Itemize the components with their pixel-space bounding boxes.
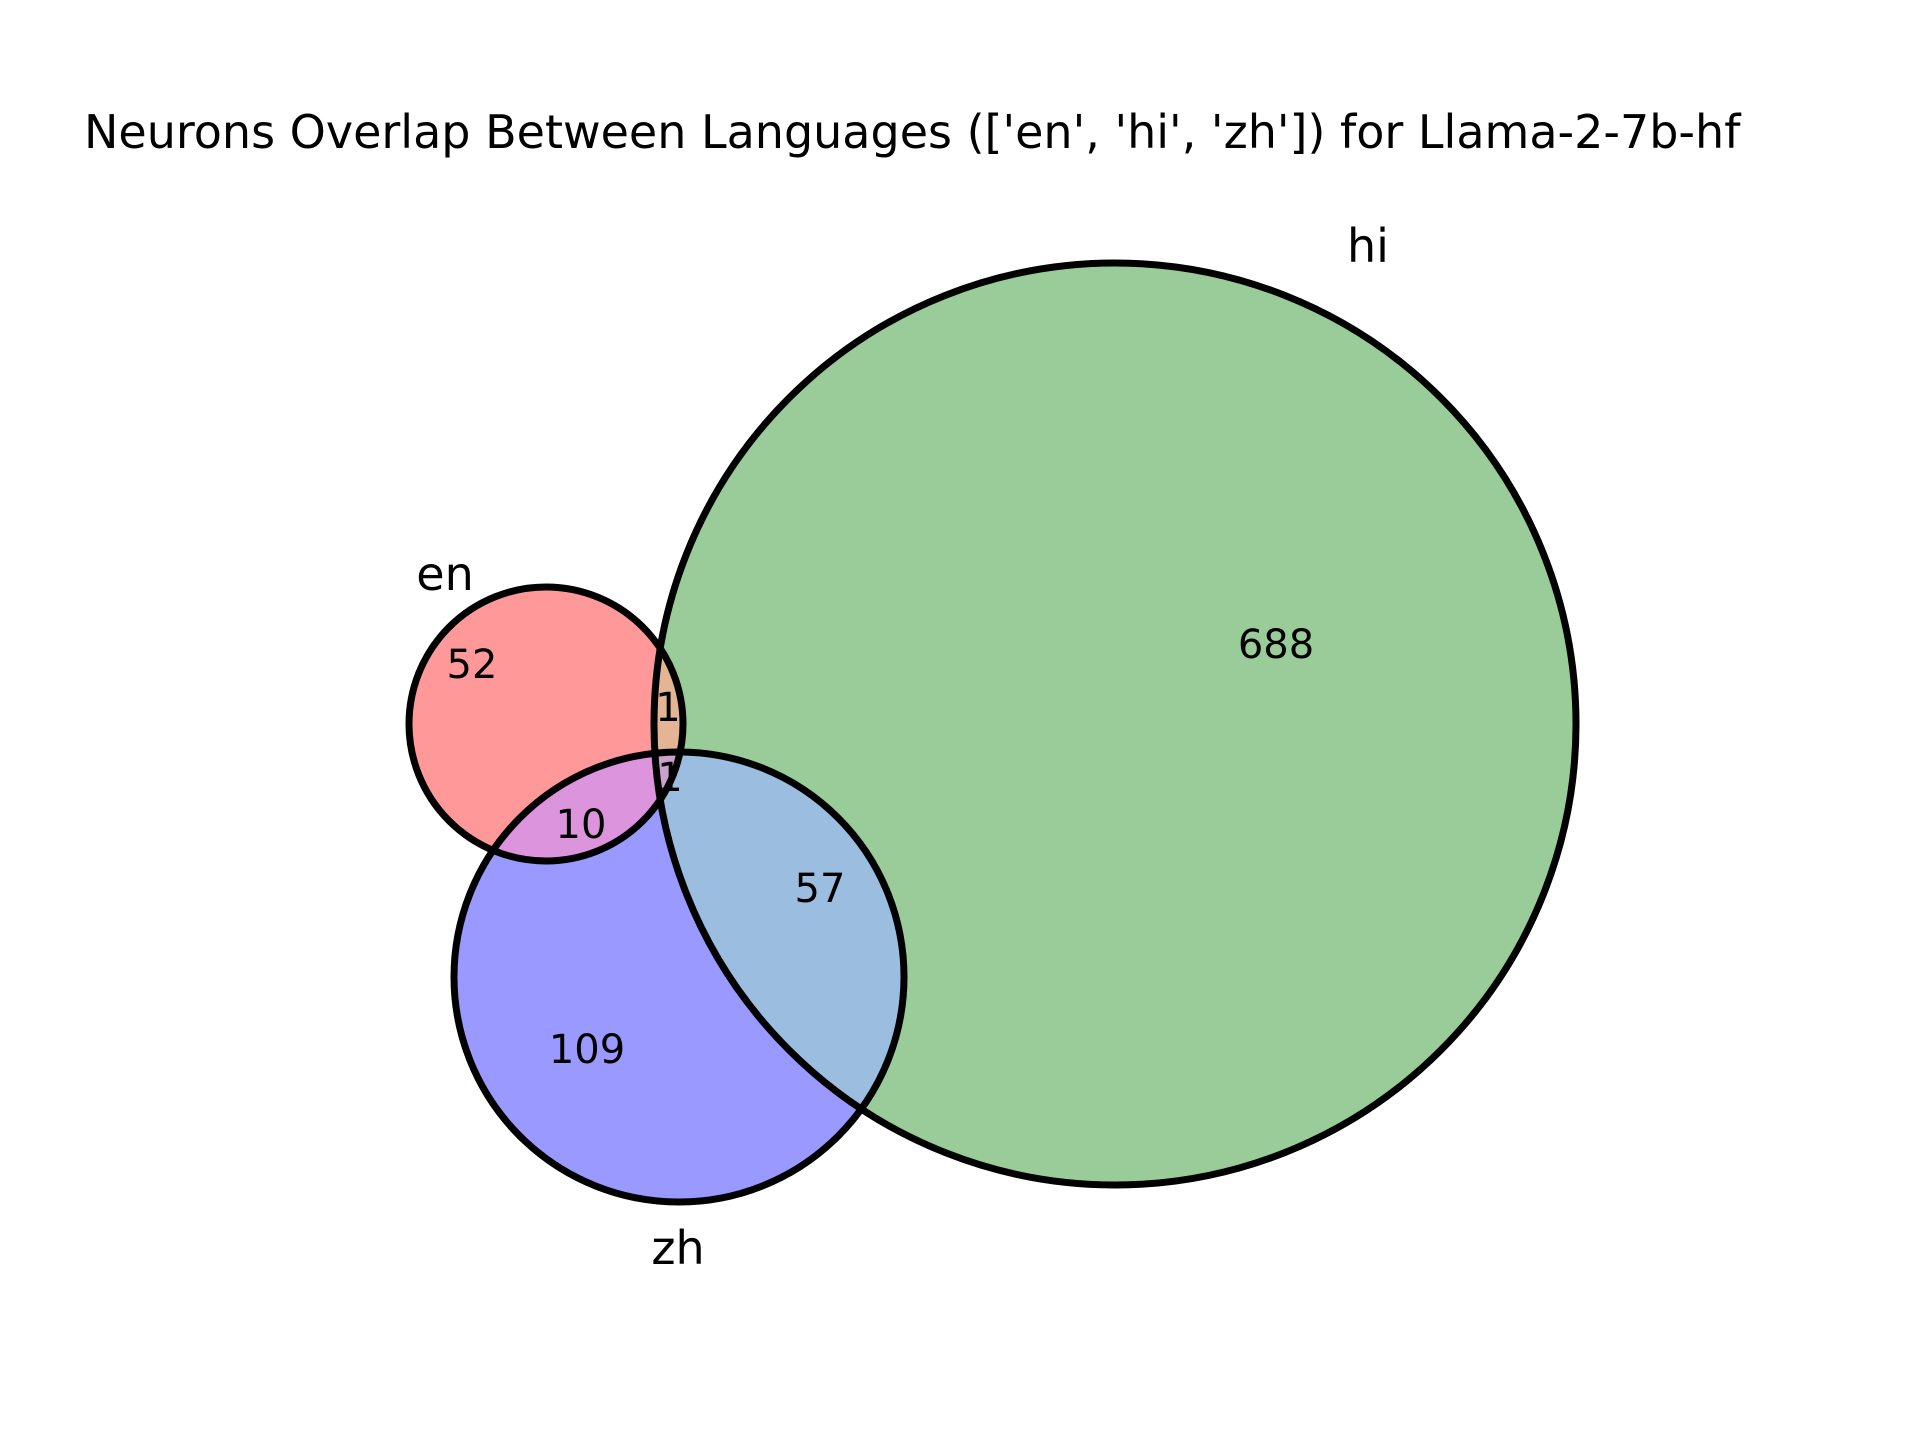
region-count-zh-only: 109	[549, 1027, 625, 1073]
region-count-en-zh: 10	[556, 802, 607, 848]
en-circle-outline	[405, 583, 687, 865]
diagram-title: Neurons Overlap Between Languages (['en'…	[84, 105, 1742, 159]
region-count-en-only: 52	[447, 642, 498, 688]
zh-circle-outline	[450, 748, 908, 1206]
set-label-hi: hi	[1347, 219, 1389, 273]
hi-zh-overlap	[654, 752, 904, 1185]
hi-circle-outline	[650, 259, 1580, 1189]
region-count-en-hi-zh: 1	[657, 755, 682, 801]
region-count-en-hi: 1	[655, 685, 680, 731]
set-label-en: en	[416, 547, 473, 601]
set-label-zh: zh	[651, 1221, 704, 1275]
region-count-hi-zh: 57	[795, 866, 846, 912]
region-count-hi-only: 688	[1238, 622, 1314, 668]
